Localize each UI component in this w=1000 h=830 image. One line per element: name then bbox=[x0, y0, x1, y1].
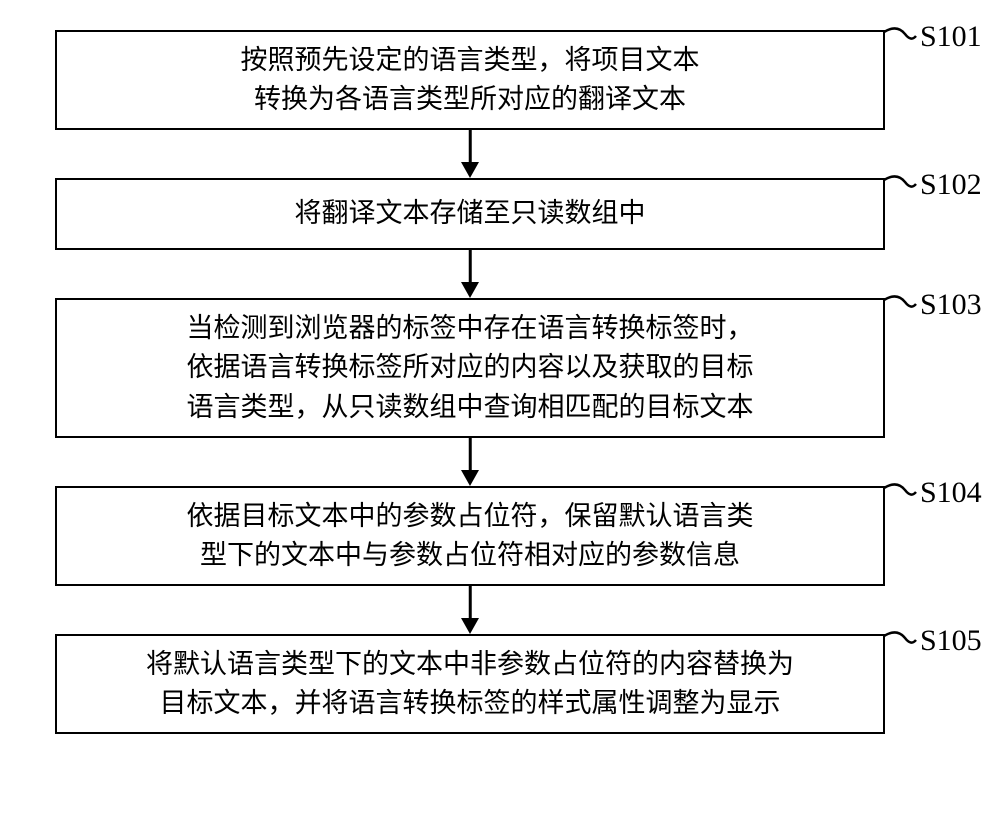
arrow-line-2 bbox=[469, 250, 472, 282]
step-label-s103: S103 bbox=[920, 288, 982, 322]
step-text-s103: 当检测到浏览器的标签中存在语言转换标签时， 依据语言转换标签所对应的内容以及获取… bbox=[187, 309, 754, 426]
step-label-s104: S104 bbox=[920, 476, 982, 510]
label-connector-s105 bbox=[883, 626, 917, 652]
arrow-line-3 bbox=[469, 438, 472, 470]
arrow-head-4 bbox=[461, 618, 479, 634]
step-label-s101: S101 bbox=[920, 20, 982, 54]
step-text-s105: 将默认语言类型下的文本中非参数占位符的内容替换为 目标文本，并将语言转换标签的样… bbox=[146, 645, 794, 723]
step-text-s104: 依据目标文本中的参数占位符，保留默认语言类 型下的文本中与参数占位符相对应的参数… bbox=[187, 497, 754, 575]
step-label-s105: S105 bbox=[920, 624, 982, 658]
step-box-s102: 将翻译文本存储至只读数组中 bbox=[55, 178, 885, 250]
step-text-s101: 按照预先设定的语言类型，将项目文本 转换为各语言类型所对应的翻译文本 bbox=[241, 41, 700, 119]
step-box-s101: 按照预先设定的语言类型，将项目文本 转换为各语言类型所对应的翻译文本 bbox=[55, 30, 885, 130]
step-box-s103: 当检测到浏览器的标签中存在语言转换标签时， 依据语言转换标签所对应的内容以及获取… bbox=[55, 298, 885, 438]
arrow-line-4 bbox=[469, 586, 472, 618]
label-connector-s103 bbox=[883, 290, 917, 316]
step-box-s105: 将默认语言类型下的文本中非参数占位符的内容替换为 目标文本，并将语言转换标签的样… bbox=[55, 634, 885, 734]
arrow-line-1 bbox=[469, 130, 472, 162]
label-connector-s104 bbox=[883, 478, 917, 504]
arrow-head-2 bbox=[461, 282, 479, 298]
label-connector-s102 bbox=[883, 170, 917, 196]
arrow-head-3 bbox=[461, 470, 479, 486]
step-text-s102: 将翻译文本存储至只读数组中 bbox=[295, 194, 646, 233]
label-connector-s101 bbox=[883, 22, 917, 48]
step-box-s104: 依据目标文本中的参数占位符，保留默认语言类 型下的文本中与参数占位符相对应的参数… bbox=[55, 486, 885, 586]
step-label-s102: S102 bbox=[920, 168, 982, 202]
flowchart-canvas: 按照预先设定的语言类型，将项目文本 转换为各语言类型所对应的翻译文本 S101 … bbox=[0, 0, 1000, 830]
arrow-head-1 bbox=[461, 162, 479, 178]
